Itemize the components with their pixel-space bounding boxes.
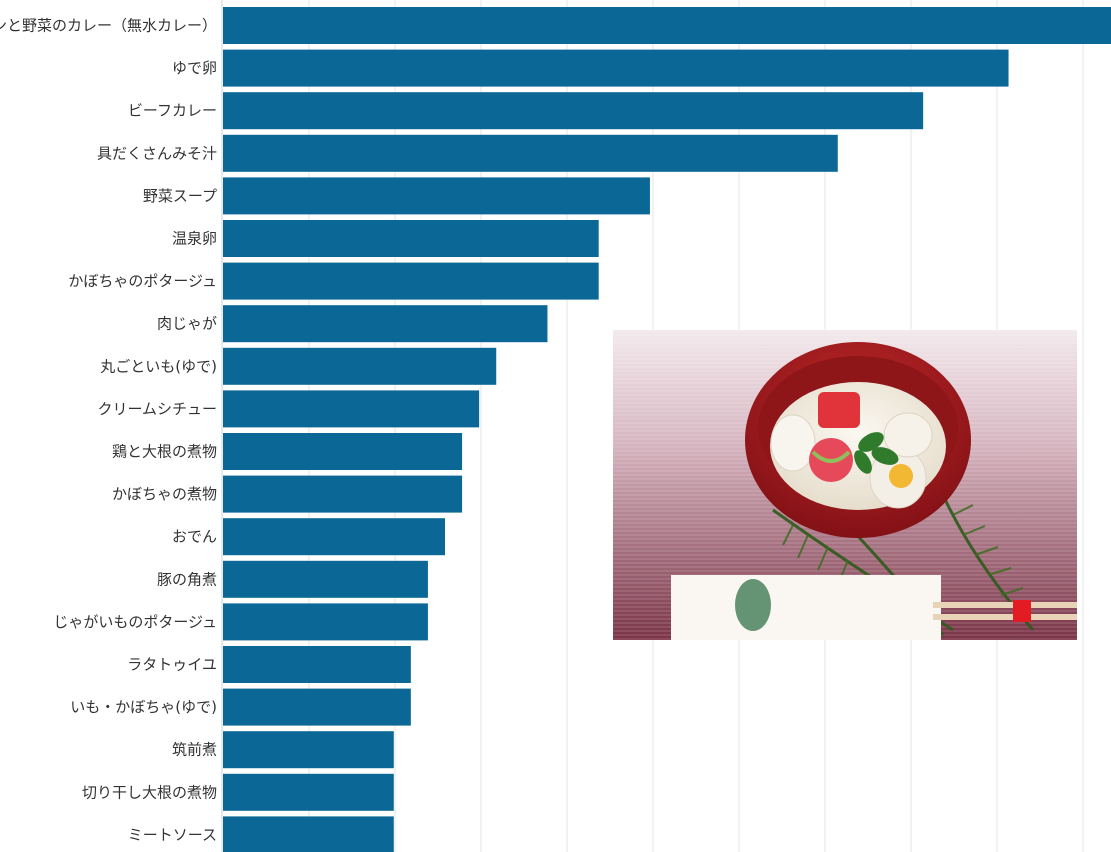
bar — [223, 262, 599, 300]
bar — [223, 518, 445, 556]
category-label: 筑前煮 — [172, 741, 217, 759]
category-label: 丸ごといも(ゆで) — [100, 357, 217, 375]
category-label: 温泉卵 — [172, 230, 217, 248]
category-label: 野菜スープ — [143, 187, 217, 205]
bar — [223, 220, 599, 257]
bar — [223, 305, 548, 343]
bar — [223, 7, 1111, 44]
category-label: ミートソース — [128, 826, 217, 844]
bar — [223, 177, 650, 215]
category-label: じゃがいものポタージュ — [53, 613, 217, 631]
bar — [223, 688, 411, 726]
category-label: 豚の角煮 — [157, 570, 217, 588]
bar — [223, 646, 411, 683]
category-label: クリームシチュー — [97, 400, 217, 418]
category-labels: チキンと野菜のカレー（無水カレー） ゆで卵ビーフカレー具だくさんみそ汁野菜スープ温… — [0, 17, 217, 844]
category-label: おでん — [172, 528, 217, 546]
bar — [223, 603, 428, 641]
category-label: ラタトゥイユ — [127, 656, 217, 674]
bars — [223, 7, 1111, 852]
category-label: 鶏と大根の煮物 — [112, 443, 217, 461]
category-label: 肉じゃが — [157, 315, 217, 333]
bar — [223, 773, 394, 811]
category-label: ビーフカレー — [128, 102, 217, 120]
food-photo — [613, 330, 1077, 640]
bar — [223, 92, 924, 130]
bar — [223, 560, 428, 598]
category-label: いも・かぼちゃ(ゆで) — [70, 698, 217, 716]
bar — [223, 816, 394, 852]
bar — [223, 347, 497, 385]
bar — [223, 49, 1009, 87]
category-label: 切り干し大根の煮物 — [82, 783, 217, 801]
category-label: 具だくさんみそ汁 — [97, 144, 217, 162]
category-label: かぼちゃのポタージュ — [68, 272, 217, 290]
category-label: ゆで卵 — [172, 59, 217, 77]
category-label: チキンと野菜のカレー（無水カレー） — [0, 17, 217, 35]
bar — [223, 433, 463, 470]
bar — [223, 134, 838, 172]
bar — [223, 390, 480, 428]
bar — [223, 731, 394, 769]
category-label: かぼちゃの煮物 — [112, 485, 217, 503]
bar — [223, 475, 463, 513]
ozoni-soup-image — [613, 330, 1077, 640]
